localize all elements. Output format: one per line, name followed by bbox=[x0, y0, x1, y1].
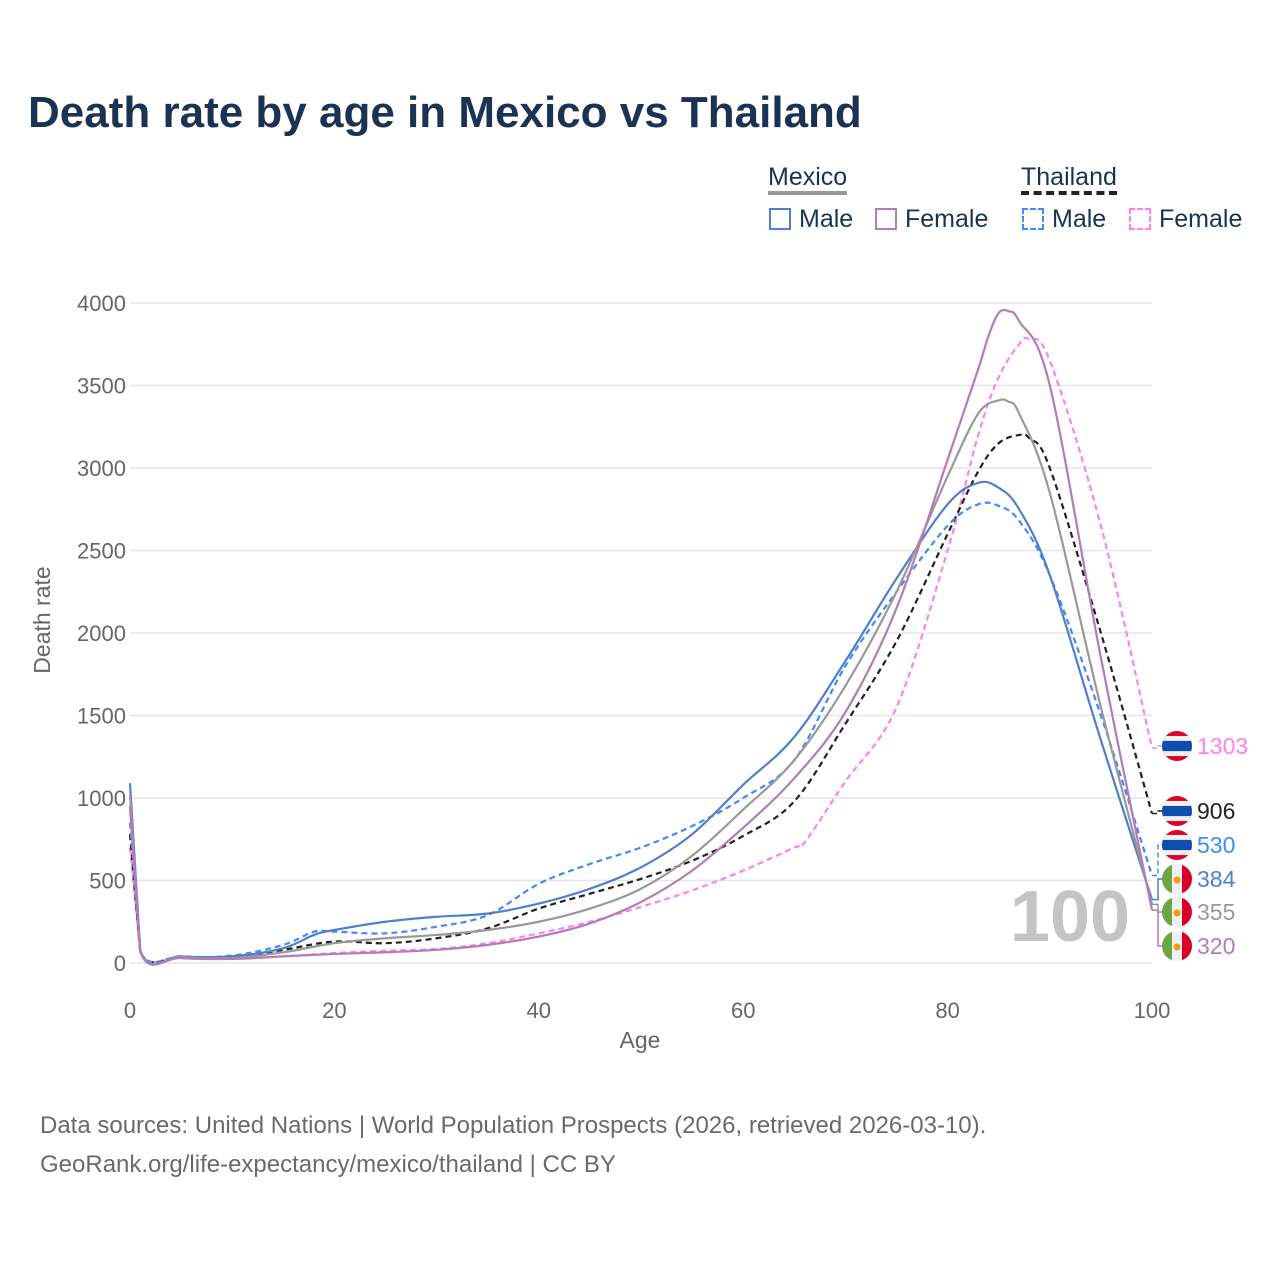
x-tick-label: 0 bbox=[124, 998, 136, 1023]
thailand-flag-icon bbox=[1162, 796, 1192, 826]
y-axis-label: Death rate bbox=[29, 566, 55, 673]
series-line-mexico-male bbox=[128, 480, 1154, 966]
series-line-mexico-female bbox=[128, 308, 1154, 966]
x-tick-label: 60 bbox=[731, 998, 755, 1023]
y-tick-label: 1500 bbox=[77, 704, 126, 729]
chart-title: Death rate by age in Mexico vs Thailand bbox=[28, 88, 862, 137]
y-tick-label: 3000 bbox=[77, 456, 126, 481]
end-connector bbox=[1152, 844, 1164, 877]
end-value-label: 320 bbox=[1197, 933, 1235, 959]
end-value-label: 384 bbox=[1197, 866, 1236, 892]
end-connector bbox=[1152, 810, 1164, 815]
end-value-label: 1303 bbox=[1197, 733, 1248, 759]
end-connector bbox=[1152, 903, 1164, 913]
mexico-flag-icon bbox=[1162, 897, 1192, 927]
series-line-thailand-male bbox=[128, 501, 1154, 964]
y-tick-label: 500 bbox=[89, 869, 126, 894]
mexico-flag-icon bbox=[1162, 931, 1192, 961]
age-indicator: 100 bbox=[1010, 877, 1130, 957]
y-tick-label: 3500 bbox=[77, 374, 126, 399]
end-connector bbox=[1152, 909, 1164, 947]
series-line-thailand-female bbox=[128, 336, 1154, 964]
source-line-2[interactable]: GeoRank.org/life-expectancy/mexico/thail… bbox=[40, 1151, 616, 1178]
legend-swatch-thailand-male bbox=[1022, 208, 1044, 230]
x-tick-label: 20 bbox=[322, 998, 346, 1023]
x-axis-label: Age bbox=[620, 1027, 661, 1053]
thailand-flag-icon bbox=[1162, 830, 1192, 860]
x-tick-label: 80 bbox=[935, 998, 959, 1023]
y-tick-label: 2500 bbox=[77, 539, 126, 564]
y-tick-label: 4000 bbox=[77, 291, 126, 316]
y-tick-label: 1000 bbox=[77, 786, 126, 811]
legend-label-mexico-female: Female bbox=[905, 205, 989, 233]
end-connector bbox=[1152, 878, 1164, 901]
source-note: Data sources: United Nations | World Pop… bbox=[40, 1106, 986, 1184]
legend-group-thailand: Thailand bbox=[1021, 163, 1117, 195]
y-tick-label: 2000 bbox=[77, 621, 126, 646]
series-line-thailand bbox=[128, 433, 1154, 964]
legend-label-thailand-male: Male bbox=[1052, 205, 1107, 233]
mexico-flag-icon bbox=[1162, 864, 1192, 894]
end-connector bbox=[1152, 745, 1164, 749]
legend-group-mexico: Mexico bbox=[768, 163, 848, 195]
legend-swatch-mexico-female bbox=[875, 208, 897, 230]
series-line-mexico bbox=[128, 398, 1154, 966]
end-value-label: 530 bbox=[1197, 832, 1235, 858]
legend-label-thailand-female: Female bbox=[1159, 205, 1243, 233]
end-value-label: 355 bbox=[1197, 899, 1235, 925]
end-value-label: 906 bbox=[1197, 798, 1235, 824]
thailand-flag-icon bbox=[1162, 731, 1192, 761]
x-tick-label: 40 bbox=[527, 998, 551, 1023]
y-tick-label: 0 bbox=[114, 951, 126, 976]
source-line-1: Data sources: United Nations | World Pop… bbox=[40, 1112, 987, 1139]
legend-swatch-mexico-male bbox=[769, 208, 791, 230]
x-tick-label: 100 bbox=[1134, 998, 1171, 1023]
legend-label-mexico-male: Male bbox=[799, 205, 854, 233]
legend-swatch-thailand-female bbox=[1129, 208, 1151, 230]
